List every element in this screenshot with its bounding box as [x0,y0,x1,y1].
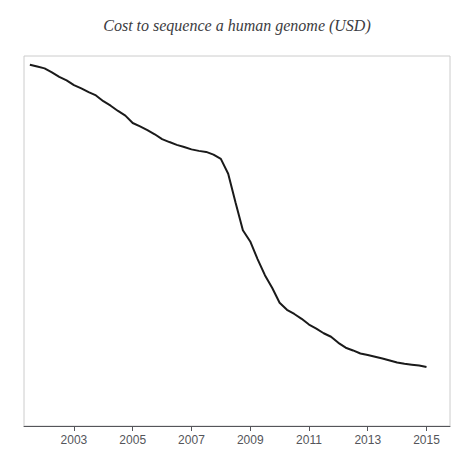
svg-text:2005: 2005 [119,433,146,447]
svg-text:2015: 2015 [413,433,440,447]
svg-text:2011: 2011 [296,433,322,447]
svg-text:2009: 2009 [237,433,264,447]
svg-text:2003: 2003 [61,433,88,447]
svg-text:Cost to sequence a human genom: Cost to sequence a human genome (USD) [103,17,371,35]
svg-text:2013: 2013 [354,433,381,447]
svg-text:2007: 2007 [178,433,205,447]
